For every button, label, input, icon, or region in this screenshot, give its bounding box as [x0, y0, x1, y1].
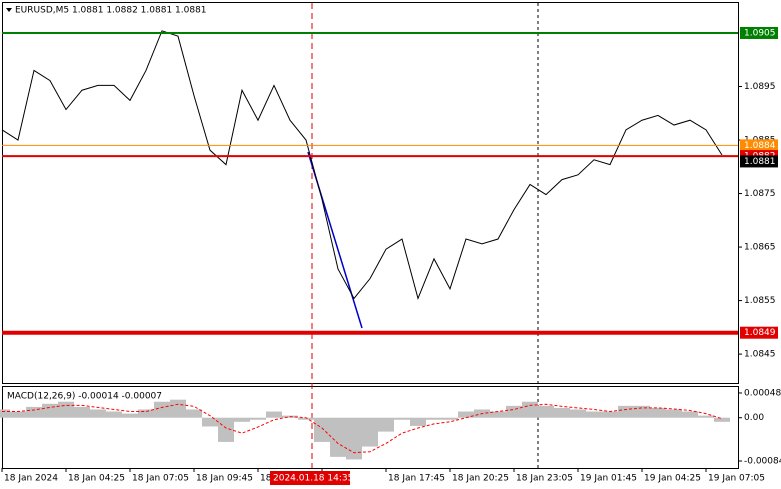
macd-bar [42, 403, 58, 418]
macd-bar [394, 417, 410, 420]
y-tick-label: 1.0895 [744, 82, 776, 92]
macd-bar [618, 405, 634, 418]
macd-bar [346, 417, 362, 460]
macd-bar [10, 411, 26, 418]
x-tick-label: 18 Jan 09:45 [196, 474, 253, 484]
macd-bar [378, 417, 394, 432]
level-label-box [740, 326, 778, 339]
level-label-box [740, 139, 778, 152]
macd-bar [602, 411, 618, 418]
x-tick-label: 19 Jan 01:45 [580, 474, 637, 484]
y-tick-label: 1.0865 [744, 243, 776, 253]
macd-bar [122, 413, 138, 418]
macd-bar [0, 409, 10, 418]
level-label: 1.0849 [744, 328, 776, 338]
macd-bar [490, 411, 506, 418]
level-label: 1.0881 [744, 157, 776, 167]
level-label-box [740, 26, 778, 39]
signal-line [2, 403, 723, 454]
y-tick-label: 0.00 [744, 413, 764, 423]
macd-bar [410, 417, 426, 426]
macd-bar [650, 407, 666, 418]
macd-bar [506, 405, 522, 418]
macd-bar [362, 417, 378, 447]
level-label-box [740, 155, 778, 168]
macd-bar [202, 417, 218, 427]
x-tick-label: 18 [260, 474, 272, 484]
macd-bar [570, 409, 586, 418]
cursor-label-box [270, 471, 350, 485]
level-label: 1.0905 [744, 28, 776, 38]
x-tick-label: 18 Jan 17:45 [388, 474, 445, 484]
macd-title: MACD(12,26,9) -0.00014 -0.00007 [7, 392, 162, 402]
y-tick-label: 1.0845 [744, 350, 776, 360]
macd-bar [106, 411, 122, 418]
macd-bar [682, 411, 698, 418]
macd-bar [250, 417, 266, 420]
macd-bar [170, 399, 186, 418]
macd-bar [234, 417, 250, 422]
macd-bar [186, 409, 202, 418]
macd-bar [634, 405, 650, 418]
macd-bar [698, 415, 714, 418]
macd-bar [90, 409, 106, 418]
macd-bar [330, 417, 346, 457]
macd-pane-frame [2, 386, 739, 469]
price-pane-frame [2, 2, 739, 384]
menu-arrow [6, 8, 12, 12]
macd-bar [74, 406, 90, 418]
y-tick-label: -0.00084 [744, 456, 781, 466]
macd-bar [218, 417, 234, 442]
x-tick-label: 18 Jan 23:05 [516, 474, 573, 484]
macd-bar [586, 411, 602, 418]
macd-bar [26, 406, 42, 418]
level-label: 1.0884 [744, 141, 776, 151]
macd-bar [314, 417, 330, 442]
macd-bar [554, 407, 570, 418]
x-tick-label: 18 Jan 07:05 [132, 474, 189, 484]
macd-bar [58, 401, 74, 418]
plot-layer: 1.08451.08551.08651.08751.08851.08951.09… [0, 26, 781, 485]
x-tick-label: 19 Jan 07:05 [708, 474, 765, 484]
x-tick-label: 18 Jan 20:25 [452, 474, 509, 484]
y-tick-label: 1.0855 [744, 296, 776, 306]
macd-bar [458, 411, 474, 418]
macd-bar [442, 417, 458, 420]
macd-bar [666, 409, 682, 418]
price-title: EURUSD,M5 1.0881 1.0882 1.0881 1.0881 [15, 6, 207, 16]
macd-bar [426, 417, 442, 420]
x-tick-label: 18 Jan 04:25 [68, 474, 125, 484]
macd-bar [298, 417, 314, 420]
cursor-label: 2024.01.18 14:35 [273, 474, 353, 484]
macd-bar [138, 409, 154, 418]
x-tick-label: 18 Jan 2024 [4, 474, 58, 484]
macd-bar [714, 417, 730, 422]
macd-bar [266, 411, 282, 418]
y-tick-label: 1.0875 [744, 189, 776, 199]
x-tick-label: 19 Jan 04:25 [644, 474, 701, 484]
price-line [1, 30, 723, 301]
macd-bar [538, 405, 554, 418]
macd-bar [154, 401, 170, 418]
macd-bar [522, 401, 538, 418]
y-tick-label: 0.00048 [744, 388, 781, 398]
